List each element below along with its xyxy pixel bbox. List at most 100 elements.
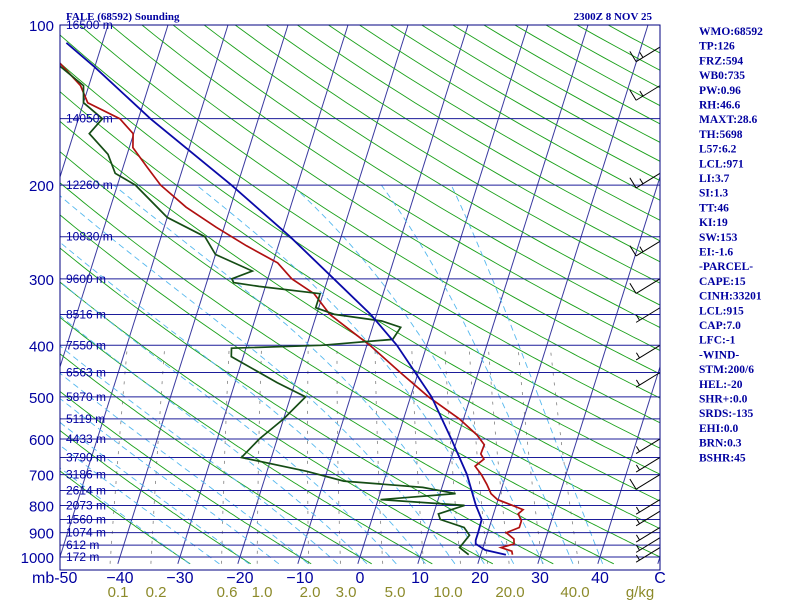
temperature-tick-label: mb-50	[32, 570, 77, 587]
height-label: 7550 m	[66, 338, 106, 352]
mixing-ratio-label: 3.0	[336, 584, 357, 600]
isotherm-line	[357, 25, 529, 564]
temperature-tick-label: 40	[591, 570, 609, 587]
height-label: 10830 m	[66, 230, 113, 244]
dry-adiabat-line	[234, 25, 660, 284]
dry-adiabat-line	[60, 182, 660, 558]
moist-adiabat-line	[196, 184, 515, 565]
mixing-ratio-label: 5.0	[385, 584, 406, 600]
isotherm-line	[417, 25, 589, 564]
wind-barb	[635, 307, 661, 323]
index-value: SHR+:0.0	[699, 394, 748, 406]
index-value: CAP:7.0	[699, 320, 741, 332]
moist-adiabat-line	[450, 184, 604, 564]
dewpoint-profile-line	[60, 64, 471, 556]
stability-indices-panel: WMO:68592 TP:126 FRZ:594 WB0:735 PW:0.96 RH:4…	[699, 26, 763, 464]
index-value: EI:-1.6	[699, 247, 733, 259]
index-value: EHI:0.0	[699, 423, 739, 435]
dry-adiabat-line	[203, 25, 660, 306]
dry-adiabat-line	[60, 281, 494, 565]
index-value: HEL:-20	[699, 379, 743, 391]
dry-adiabat-line	[60, 91, 660, 475]
moist-adiabat-line	[113, 184, 485, 565]
wind-barb	[635, 510, 661, 527]
observation-time: 2300Z 8 NOV 25	[574, 11, 653, 23]
wind-barb	[629, 85, 661, 101]
index-value: CINH:33201	[699, 291, 762, 303]
mixing-ratio-label: 0.6	[217, 584, 238, 600]
background-lines	[60, 25, 660, 565]
mixing-ratio-label: g/kg	[626, 584, 654, 600]
pressure-tick-label: 1000	[21, 550, 54, 567]
dry-adiabat-line	[60, 34, 660, 424]
isotherm-line	[477, 25, 649, 564]
dry-adiabat-line	[60, 429, 251, 565]
index-value: WMO:68592	[699, 26, 763, 38]
wind-barbs	[629, 46, 661, 563]
dry-adiabat-line	[60, 390, 312, 565]
isotherm-line	[117, 25, 289, 564]
dry-adiabat-line	[60, 353, 372, 565]
index-value: BSHR:45	[699, 452, 746, 464]
wind-barb	[635, 457, 661, 473]
height-label: 612 m	[66, 538, 99, 552]
wind-barb	[635, 547, 661, 563]
temperature-profile-line	[60, 25, 525, 555]
isotherm-line	[537, 175, 660, 564]
moist-adiabat-line	[60, 421, 250, 565]
temperature-tick-label: −30	[166, 570, 193, 587]
plot-frame	[59, 24, 661, 571]
index-value: LCL:915	[699, 305, 744, 317]
index-value: STM:200/6	[699, 364, 754, 376]
height-label: 1074 m	[66, 526, 106, 540]
index-value: LFC:-1	[699, 335, 736, 347]
pressure-tick-label: 100	[29, 18, 54, 35]
index-value: PW:0.96	[699, 85, 741, 97]
mixing-ratio-label: 0.2	[146, 584, 167, 600]
height-label: 16500 m	[66, 18, 113, 32]
height-label: 172 m	[66, 550, 99, 564]
dry-adiabat-line	[60, 151, 660, 530]
wind-barb	[629, 474, 661, 490]
isotherm-line	[177, 25, 349, 564]
dry-adiabat-line	[60, 316, 433, 565]
wind-barb	[629, 172, 661, 189]
index-value: MAXT:28.6	[699, 114, 757, 126]
height-label: 5119 m	[66, 412, 105, 426]
dry-adiabat-line	[60, 120, 660, 502]
dry-adiabat-line	[79, 25, 660, 399]
height-label: 3186 m	[66, 468, 106, 482]
moist-adiabat-line	[381, 184, 574, 564]
isotherm-line	[60, 25, 169, 369]
pressure-tick-label: 200	[29, 178, 54, 195]
mixing-ratio-label: 10.0	[433, 584, 462, 600]
wind-barb	[635, 344, 661, 361]
dry-adiabat-line	[141, 25, 660, 351]
index-value: TT:46	[699, 202, 729, 214]
parcel-profile-line	[65, 42, 507, 556]
index-value: RH:46.6	[699, 100, 740, 112]
dry-adiabat-line	[60, 214, 614, 565]
pressure-tick-label: 300	[29, 272, 54, 289]
moist-adiabat-line	[60, 195, 456, 565]
temperature-tick-label: C	[654, 570, 666, 587]
index-value: TH:5698	[699, 129, 743, 141]
wind-barb	[635, 372, 661, 388]
height-label: 3790 m	[66, 450, 106, 464]
height-label: 1560 m	[66, 512, 106, 526]
moist-adiabat-line	[60, 241, 426, 565]
temperature-tick-label: −20	[226, 570, 253, 587]
isotherm-line	[60, 25, 109, 179]
height-label: 8516 m	[66, 307, 106, 321]
index-value: SRDS:-135	[699, 408, 754, 420]
mixing-ratio-label: 40.0	[560, 584, 589, 600]
moist-adiabat-line	[60, 281, 397, 565]
temperature-tick-label: 10	[411, 570, 429, 587]
index-value: TP:126	[699, 41, 735, 53]
moist-adiabat-line	[60, 397, 280, 565]
sounding-profiles	[60, 25, 525, 556]
height-label: 14050 m	[66, 112, 113, 126]
height-label: 9600 m	[66, 272, 106, 286]
pressure-tick-label: 400	[29, 338, 54, 355]
